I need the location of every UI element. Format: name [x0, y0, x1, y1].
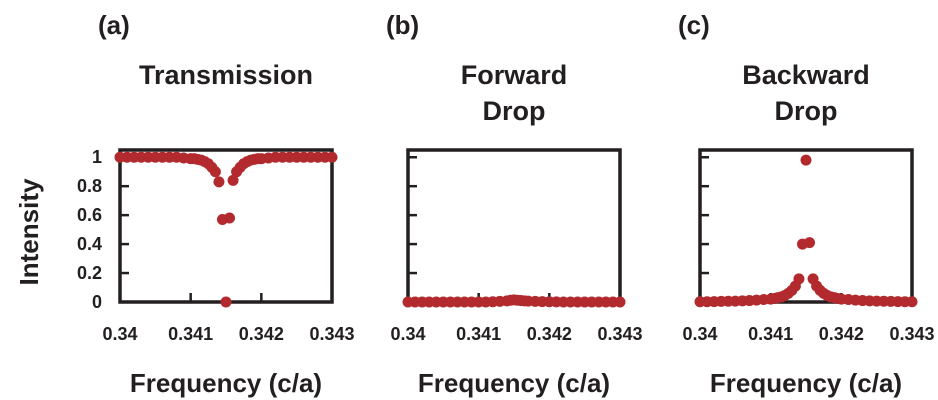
panel-c-x-tick-label: 0.343	[889, 324, 934, 344]
panel-c-label: (c)	[678, 10, 710, 40]
panel-c-plot-frame	[698, 148, 914, 304]
panel-a-y-tick-label: 0	[92, 292, 102, 312]
panel-a-x-tick-label: 0.341	[168, 324, 213, 344]
panel-a-y-tick-label: 0.6	[77, 205, 102, 225]
panel-c-title-line-2: Drop	[775, 96, 838, 126]
panel-c-data-point	[804, 237, 816, 249]
panel-a-data-point	[213, 176, 225, 188]
panel-c-x-axis-label: Frequency (c/a)	[710, 368, 902, 398]
panel-a-x-axis-label: Frequency (c/a)	[130, 368, 322, 398]
panel-a-y-tick-label: 0.2	[77, 263, 102, 283]
panel-b-label: (b)	[386, 10, 419, 40]
panel-c-data-point	[800, 154, 812, 166]
panel-b-x-tick-label: 0.341	[456, 324, 501, 344]
panel-b-data-point	[614, 296, 626, 308]
panel-c-x-tick-label: 0.342	[819, 324, 864, 344]
panel-a-data-point	[209, 166, 221, 178]
panel-a-label: (a)	[98, 10, 130, 40]
panel-a-y-tick-label: 1	[92, 147, 102, 167]
panel-b-x-axis-label: Frequency (c/a)	[418, 368, 610, 398]
panel-a-x-tick-label: 0.342	[239, 324, 284, 344]
panel-b-title-line-2: Drop	[483, 96, 546, 126]
panel-a-data-point	[220, 296, 232, 308]
panel-b-plot-frame	[406, 148, 622, 304]
panel-b-title-line-1: Forward	[461, 60, 568, 90]
panel-c-data-point	[793, 273, 805, 285]
panel-b-x-tick-label: 0.343	[597, 324, 642, 344]
panel-a-plot-frame	[118, 148, 334, 304]
panel-a-y-tick-label: 0.4	[77, 234, 102, 254]
panel-c-title-line-1: Backward	[742, 60, 870, 90]
panel-c-x-tick-label: 0.34	[682, 324, 717, 344]
panel-b-x-tick-label: 0.342	[527, 324, 572, 344]
panel-a-y-tick-label: 0.8	[77, 176, 102, 196]
panel-a-title-line-1: Transmission	[139, 60, 313, 90]
panel-a-data-point	[227, 174, 239, 186]
panel-a-x-tick-label: 0.343	[309, 324, 354, 344]
panel-b-x-tick-label: 0.34	[390, 324, 425, 344]
panel-c-data-point	[906, 296, 918, 308]
y-axis-label: Intensity	[14, 178, 44, 285]
panel-a-data-point	[326, 151, 338, 163]
panel-c-x-tick-label: 0.341	[748, 324, 793, 344]
panel-a-x-tick-label: 0.34	[102, 324, 137, 344]
panel-a-data-point	[224, 212, 236, 224]
